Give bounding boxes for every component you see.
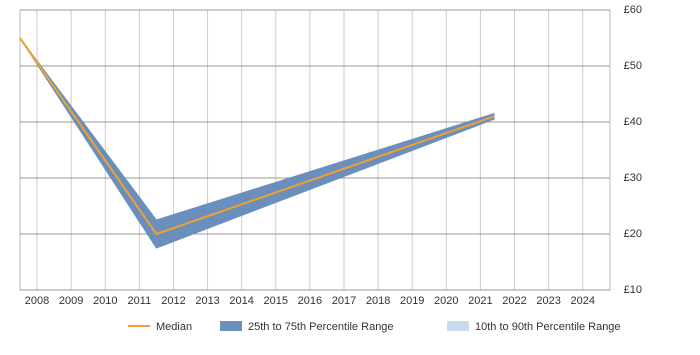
- x-tick-label: 2021: [468, 295, 492, 307]
- x-tick-label: 2022: [502, 295, 526, 307]
- x-tick-label: 2011: [128, 295, 152, 307]
- x-tick-label: 2020: [434, 295, 458, 307]
- legend-label: 25th to 75th Percentile Range: [248, 321, 394, 333]
- legend-label: Median: [156, 321, 192, 333]
- y-tick-label: £30: [624, 172, 642, 184]
- x-tick-label: 2016: [298, 295, 322, 307]
- x-tick-label: 2012: [161, 295, 185, 307]
- y-tick-label: £20: [624, 228, 642, 240]
- legend-swatch: [220, 321, 242, 331]
- legend-label: 10th to 90th Percentile Range: [475, 321, 621, 333]
- legend-swatch: [447, 321, 469, 331]
- plot-area: [19, 9, 611, 291]
- x-tick-label: 2010: [93, 295, 117, 307]
- x-tick-label: 2015: [264, 295, 288, 307]
- y-tick-label: £50: [624, 60, 642, 72]
- y-tick-label: £40: [624, 116, 642, 128]
- x-tick-label: 2013: [195, 295, 219, 307]
- median-line: [19, 37, 495, 236]
- x-tick-label: 2008: [25, 295, 49, 307]
- x-tick-label: 2014: [229, 295, 253, 307]
- x-tick-label: 2019: [400, 295, 424, 307]
- y-tick-label: £60: [624, 4, 642, 16]
- x-tick-label: 2009: [59, 295, 83, 307]
- x-tick-label: 2024: [570, 295, 594, 307]
- y-tick-label: £10: [624, 284, 642, 296]
- x-tick-label: 2018: [366, 295, 390, 307]
- x-tick-label: 2023: [536, 295, 560, 307]
- percentile-band: [19, 37, 495, 249]
- x-tick-label: 2017: [332, 295, 356, 307]
